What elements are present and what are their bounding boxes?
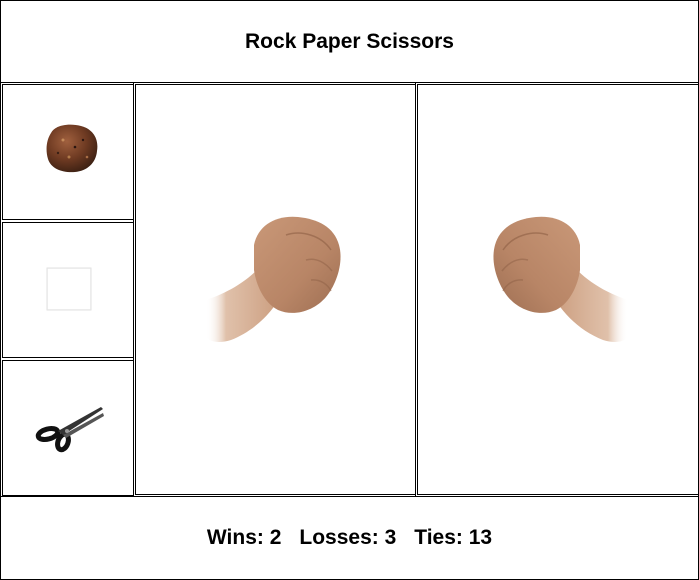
ties-count: Ties: 13 [414, 526, 493, 549]
score-bar: Wins: 2 Losses: 3 Ties: 13 [0, 496, 699, 580]
losses-count: Losses: 3 [299, 526, 397, 549]
paper-button[interactable] [2, 222, 134, 358]
score-display: Wins: 2 Losses: 3 Ties: 13 [1, 497, 698, 579]
scissors-icon [35, 407, 104, 453]
scissors-button[interactable] [2, 360, 134, 496]
fist-icon [135, 84, 417, 495]
wins-count: Wins: 2 [206, 526, 282, 549]
computer-hand-panel [415, 82, 699, 497]
rock-button[interactable] [2, 84, 134, 220]
paper-icon [46, 267, 92, 311]
player-hand-panel [133, 82, 417, 497]
rock-icon [46, 124, 98, 173]
choice-panel [0, 82, 135, 497]
fist-icon [417, 84, 699, 495]
title-bar: Rock Paper Scissors [0, 0, 699, 83]
game-title: Rock Paper Scissors [245, 29, 454, 53]
